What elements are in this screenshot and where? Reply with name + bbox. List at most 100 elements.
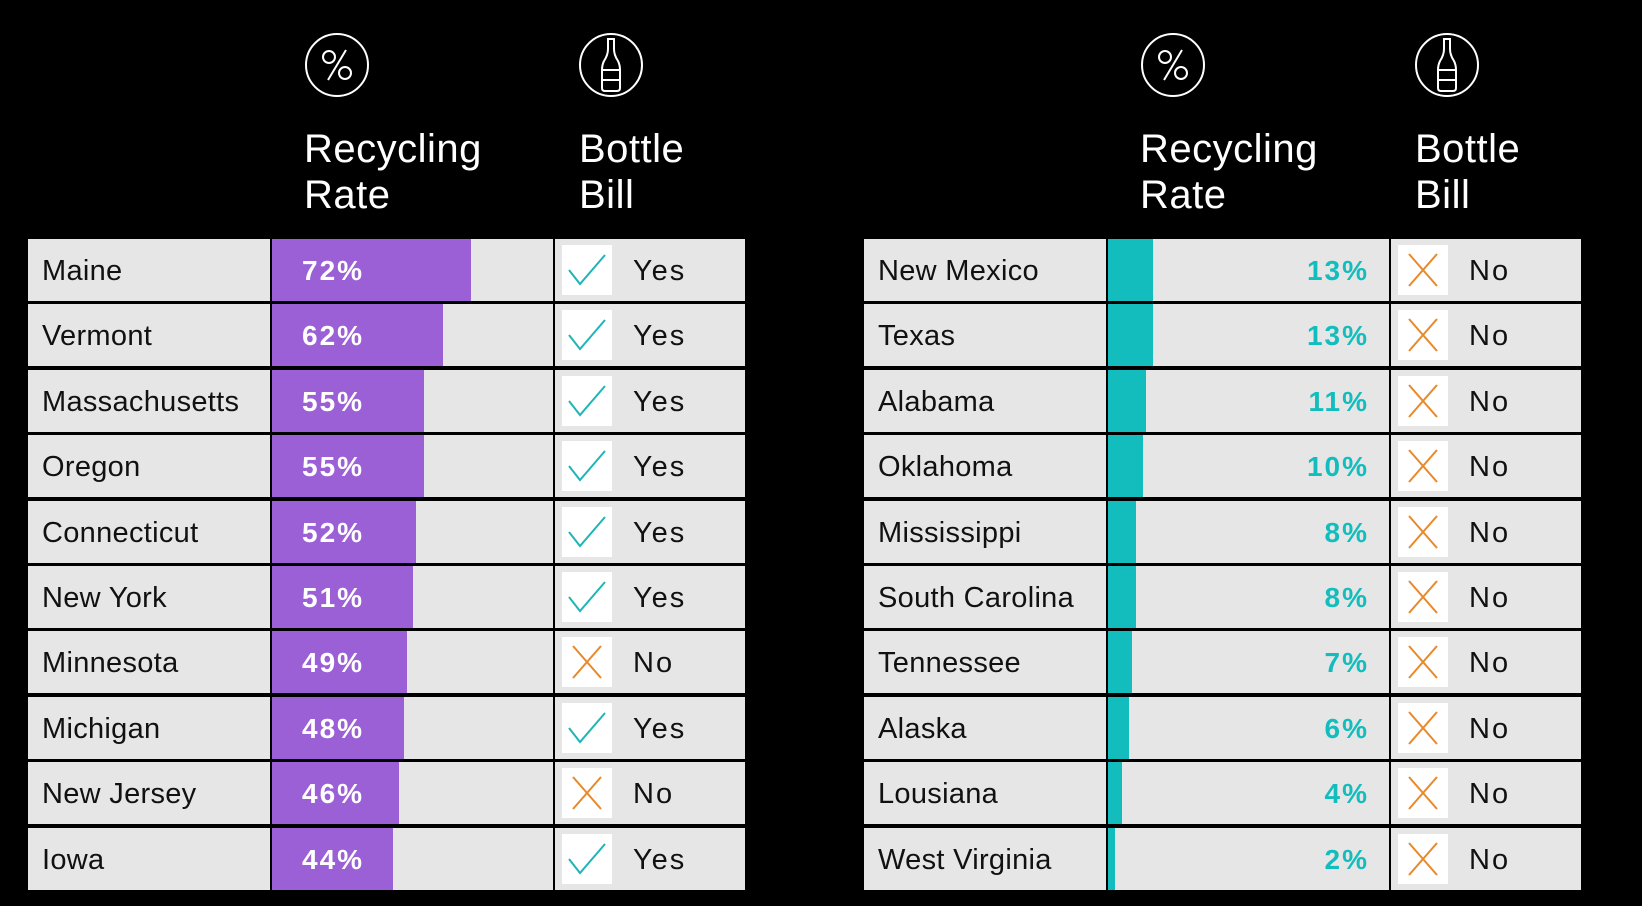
state-name: Mississippi bbox=[878, 516, 1022, 549]
bottle-bill-cell: No bbox=[1391, 500, 1581, 563]
bottle-bill-cell: Yes bbox=[555, 369, 745, 432]
bottle-bill-value: No bbox=[1469, 712, 1511, 745]
recycling-rate-cell: 13% bbox=[1108, 304, 1389, 367]
cross-icon bbox=[1398, 310, 1448, 361]
state-name-cell: Tennessee bbox=[864, 631, 1106, 694]
table-row: Alaska 6% No bbox=[864, 696, 1582, 759]
state-name: Massachusetts bbox=[42, 385, 240, 418]
bottle-bill-cell: Yes bbox=[555, 827, 745, 890]
rate-label: 10% bbox=[1306, 451, 1369, 483]
cross-icon bbox=[1398, 375, 1448, 426]
rate-bar bbox=[272, 696, 405, 759]
bottle-bill-value: Yes bbox=[633, 451, 687, 484]
header-line: Recycling bbox=[1140, 127, 1318, 171]
table-row: Michigan 48% Yes bbox=[28, 696, 746, 759]
rate-bar bbox=[1108, 827, 1115, 890]
rate-bar bbox=[1108, 566, 1136, 628]
bottle-bill-header: Bottle Bill bbox=[579, 126, 684, 218]
state-name: Iowa bbox=[42, 843, 105, 876]
check-icon bbox=[562, 310, 612, 361]
rate-bar bbox=[272, 304, 444, 367]
state-name-cell: New Jersey bbox=[28, 762, 270, 825]
state-name-cell: Minnesota bbox=[28, 631, 270, 694]
bottle-bill-cell: Yes bbox=[555, 696, 745, 759]
header-line: Rate bbox=[304, 173, 391, 217]
bottle-bill-value: Yes bbox=[633, 582, 687, 614]
check-icon bbox=[562, 702, 612, 753]
recycling-rate-cell: 8% bbox=[1108, 566, 1389, 628]
cross-icon bbox=[1398, 506, 1448, 557]
state-name: Oklahoma bbox=[878, 451, 1013, 484]
bottle-icon bbox=[578, 32, 644, 98]
rate-bar bbox=[272, 762, 399, 825]
bottle-bill-cell: No bbox=[1391, 435, 1581, 498]
recycling-rate-cell: 11% bbox=[1108, 369, 1389, 432]
recycling-rate-cell: 72% bbox=[272, 239, 553, 301]
state-name-cell: Iowa bbox=[28, 827, 270, 890]
bottle-bill-cell: Yes bbox=[555, 566, 745, 628]
recycling-rate-cell: 49% bbox=[272, 631, 553, 694]
bottle-bill-value: No bbox=[633, 647, 675, 680]
state-name: Alabama bbox=[878, 385, 995, 418]
state-name-cell: Oregon bbox=[28, 435, 270, 498]
bottle-bill-value: No bbox=[1469, 320, 1511, 353]
header-line: Bottle bbox=[579, 127, 685, 171]
rate-label: 4% bbox=[1324, 778, 1369, 810]
recycling-rate-header: Recycling Rate bbox=[304, 126, 482, 218]
rate-label: 55% bbox=[302, 385, 365, 417]
cross-icon bbox=[1398, 245, 1448, 295]
table-row: New Jersey 46% No bbox=[28, 762, 746, 825]
bottle-bill-cell: Yes bbox=[555, 304, 745, 367]
table-row: Maine 72% Yes bbox=[28, 239, 746, 301]
bottle-bill-value: No bbox=[1469, 582, 1511, 614]
bottle-bill-value: No bbox=[1469, 255, 1511, 287]
recycling-rate-header: Recycling Rate bbox=[1140, 126, 1318, 218]
state-name-cell: South Carolina bbox=[864, 566, 1106, 628]
table-row: Alabama 11% No bbox=[864, 369, 1582, 432]
state-name: Vermont bbox=[42, 320, 153, 353]
bottle-bill-cell: Yes bbox=[555, 239, 745, 301]
table-row: West Virginia 2% No bbox=[864, 827, 1582, 890]
check-icon bbox=[562, 245, 612, 295]
state-name-cell: Lousiana bbox=[864, 762, 1106, 825]
rate-label: 7% bbox=[1324, 647, 1369, 679]
bottle-bill-value: No bbox=[1469, 647, 1511, 680]
percent-icon bbox=[304, 32, 370, 98]
state-name: New York bbox=[42, 582, 167, 614]
rate-label: 52% bbox=[302, 516, 365, 548]
recycling-rate-cell: 10% bbox=[1108, 435, 1389, 498]
state-name: Tennessee bbox=[878, 647, 1021, 680]
header-line: Bill bbox=[1415, 173, 1471, 217]
recycling-rate-cell: 46% bbox=[272, 762, 553, 825]
state-name-cell: Texas bbox=[864, 304, 1106, 367]
bottom-states-panel: Recycling Rate Bottle Bill New Mexico 13% No Te… bbox=[864, 0, 1584, 906]
check-icon bbox=[562, 572, 612, 622]
rate-bar bbox=[272, 239, 471, 301]
bottle-bill-cell: No bbox=[1391, 631, 1581, 694]
rate-label: 48% bbox=[302, 712, 365, 744]
rate-label: 2% bbox=[1324, 843, 1369, 875]
recycling-rate-cell: 8% bbox=[1108, 500, 1389, 563]
header-line: Recycling bbox=[304, 127, 482, 171]
bottle-bill-cell: No bbox=[1391, 827, 1581, 890]
recycling-rate-cell: 7% bbox=[1108, 631, 1389, 694]
check-icon bbox=[562, 375, 612, 426]
check-icon bbox=[562, 506, 612, 557]
recycling-rate-cell: 51% bbox=[272, 566, 553, 628]
bottle-bill-value: No bbox=[1469, 843, 1511, 876]
state-name-cell: Oklahoma bbox=[864, 435, 1106, 498]
recycling-rate-cell: 52% bbox=[272, 500, 553, 563]
state-name-cell: West Virginia bbox=[864, 827, 1106, 890]
cross-icon bbox=[1398, 441, 1448, 492]
table-row: Tennessee 7% No bbox=[864, 631, 1582, 694]
state-name: Texas bbox=[878, 320, 956, 353]
bottle-bill-value: Yes bbox=[633, 843, 687, 876]
state-name: New Mexico bbox=[878, 255, 1039, 287]
cross-icon bbox=[1398, 572, 1448, 622]
state-name-cell: Alabama bbox=[864, 369, 1106, 432]
rate-bar bbox=[1108, 304, 1153, 367]
table-row: New Mexico 13% No bbox=[864, 239, 1582, 301]
state-name-cell: New York bbox=[28, 566, 270, 628]
recycling-rate-cell: 2% bbox=[1108, 827, 1389, 890]
bottle-bill-cell: No bbox=[1391, 369, 1581, 432]
